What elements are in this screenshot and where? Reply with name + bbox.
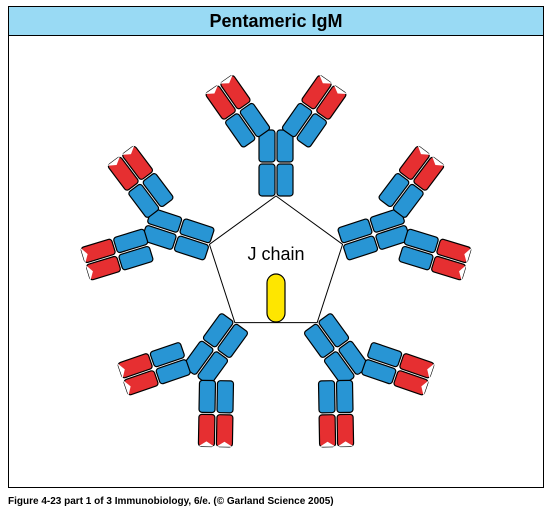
diagram-body: J chain <box>9 36 543 487</box>
fab-arm <box>318 380 353 447</box>
cl-domain <box>318 381 335 413</box>
igm-monomer <box>106 281 292 463</box>
igm-monomer <box>321 139 480 312</box>
fab-arm <box>398 229 471 281</box>
fab-arm <box>361 342 434 396</box>
ch1-domain <box>199 380 216 412</box>
j-chain-label: J chain <box>247 244 304 264</box>
pentameric-igm-diagram: J chain <box>9 36 543 487</box>
fab-arm <box>198 380 233 447</box>
igm-monomer <box>205 75 347 196</box>
fab-arm <box>107 145 174 218</box>
ch1-domain <box>336 380 353 412</box>
fab-arm <box>117 342 190 396</box>
diagram-title: Pentameric IgM <box>9 7 543 36</box>
cl-domain <box>217 381 234 413</box>
fab-arm <box>81 229 154 281</box>
fab-arm <box>378 145 445 218</box>
figure-caption: Figure 4-23 part 1 of 3 Immunobiology, 6… <box>8 496 334 507</box>
j-chain <box>267 274 285 322</box>
fc-domain <box>259 164 275 196</box>
igm-monomer <box>260 281 446 463</box>
fc-domain <box>277 164 293 196</box>
igm-monomer <box>72 139 231 312</box>
